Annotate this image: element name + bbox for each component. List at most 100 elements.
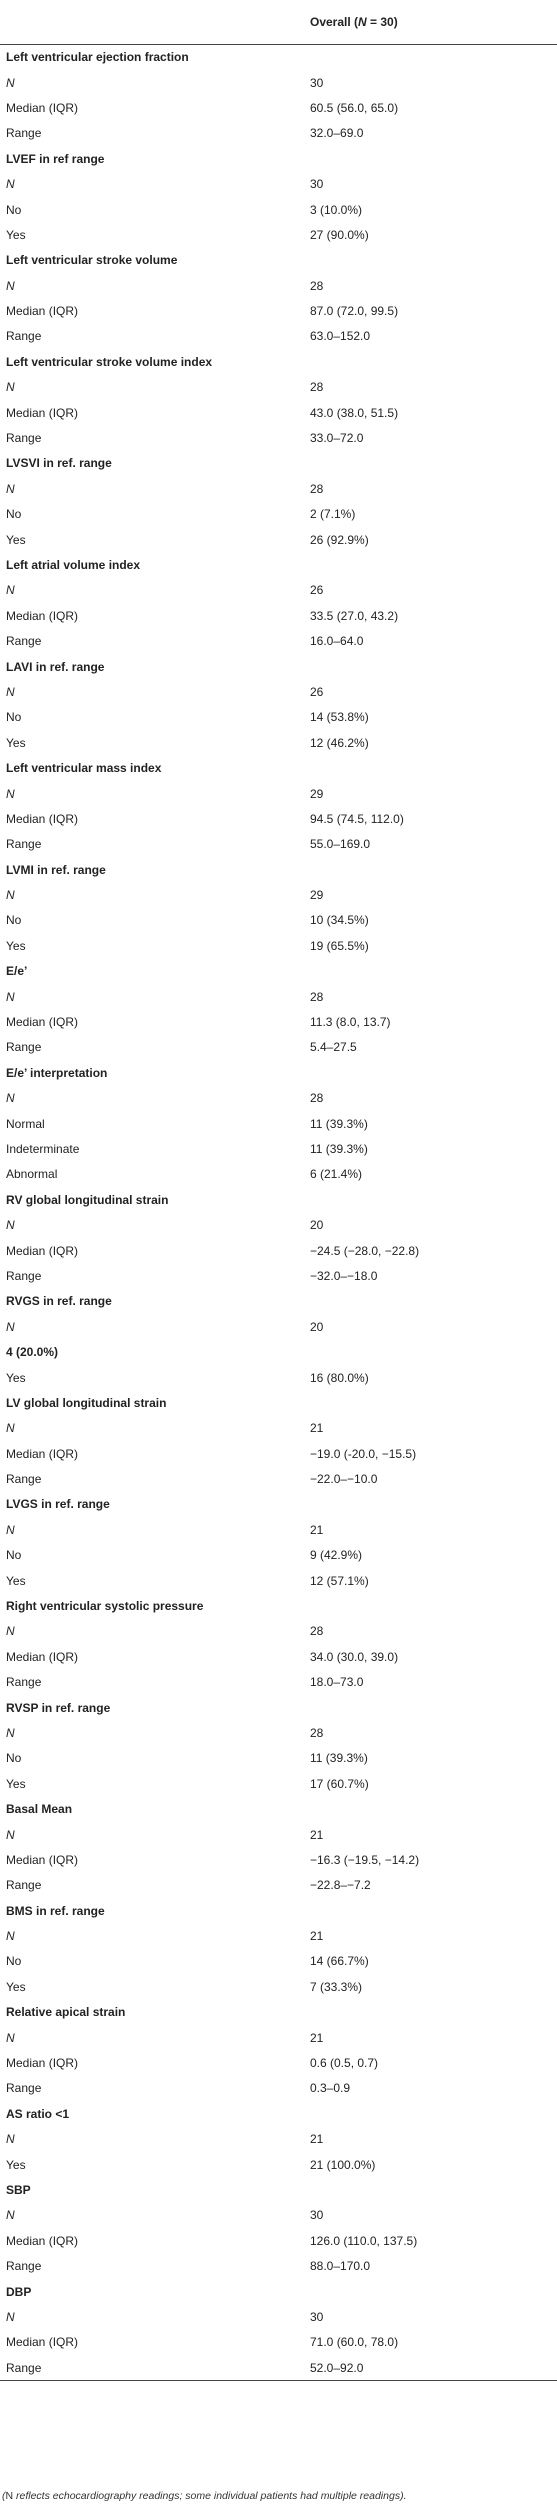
row-label: N: [6, 1319, 15, 1334]
row-value: 21 (100.0%): [310, 2157, 376, 2172]
row-value: 27 (90.0%): [310, 227, 369, 242]
row-label: Range: [6, 2081, 42, 2096]
row-label: No: [6, 507, 22, 522]
data-row: No 9 (42.9%): [0, 1543, 557, 1568]
row-label: Yes: [6, 1370, 26, 1385]
data-row: Range 0.3–0.9: [0, 2076, 557, 2101]
row-value: 17 (60.7%): [310, 1776, 369, 1791]
row-value: 30: [310, 75, 324, 90]
row-value: 19 (65.5%): [310, 938, 369, 953]
data-row: No 3 (10.0%): [0, 197, 557, 222]
data-row: Median (IQR) −16.3 (−19.5, −14.2): [0, 1847, 557, 1872]
data-row: N 28: [0, 1720, 557, 1745]
row-label: N: [6, 380, 15, 395]
data-row: Yes 7 (33.3%): [0, 1974, 557, 1999]
header-text: = 30): [366, 14, 398, 29]
section-row: Right ventricular systolic pressure: [0, 1593, 557, 1618]
data-row: N 26: [0, 679, 557, 704]
row-value: 28: [310, 278, 324, 293]
row-value: 11 (39.3%): [310, 1116, 368, 1131]
row-value: 30: [310, 177, 324, 192]
row-label: N: [6, 1827, 15, 1842]
row-value: 6 (21.4%): [310, 1167, 363, 1182]
data-row: Median (IQR) 60.5 (56.0, 65.0): [0, 95, 557, 120]
row-label: Median (IQR): [6, 100, 79, 115]
row-label: No: [6, 1548, 22, 1563]
data-row: Yes 19 (65.5%): [0, 933, 557, 958]
row-value: 52.0–92.0: [304, 2355, 557, 2382]
section-row: E/e’ interpretation: [0, 1060, 557, 1085]
row-label: Median (IQR): [6, 2056, 79, 2071]
row-label: N: [6, 786, 15, 801]
row-label: Median (IQR): [6, 304, 79, 319]
row-value: 12 (46.2%): [310, 735, 369, 750]
row-label: N: [6, 1522, 15, 1537]
row-value: 16 (80.0%): [310, 1370, 369, 1385]
row-value: 88.0–170.0: [310, 2259, 371, 2274]
section-label: Right ventricular systolic pressure: [6, 1599, 204, 1614]
row-label: Median (IQR): [6, 1015, 79, 1030]
data-row: Range 32.0–69.0: [0, 121, 557, 146]
data-row: Indeterminate 11 (39.3%): [0, 1136, 557, 1161]
row-value: 71.0 (60.0, 78.0): [310, 2335, 399, 2350]
data-row: N 21: [0, 1923, 557, 1948]
data-row: N 29: [0, 781, 557, 806]
row-value: 28: [310, 989, 324, 1004]
row-label: Range: [6, 1675, 42, 1690]
row-value: 11.3 (8.0, 13.7): [310, 1015, 391, 1030]
row-label: N: [6, 2309, 15, 2324]
data-row: No 14 (53.8%): [0, 705, 557, 730]
row-value: 28: [310, 1624, 324, 1639]
row-value: 20: [310, 1319, 324, 1334]
section-label: Left ventricular mass index: [6, 761, 162, 776]
data-row: Range 33.0–72.0: [0, 425, 557, 450]
section-row: LVSVI in ref. range: [0, 451, 557, 476]
data-row: Yes 26 (92.9%): [0, 527, 557, 552]
row-value: 5.4–27.5: [310, 1040, 357, 1055]
data-row: Yes 21 (100.0%): [0, 2152, 557, 2177]
data-row: Range −22.8–−7.2: [0, 1873, 557, 1898]
data-row: N 21: [0, 1517, 557, 1542]
section-row: BMS in ref. range: [0, 1898, 557, 1923]
row-label: Range: [6, 126, 42, 141]
section-row: RVSP in ref. range: [0, 1695, 557, 1720]
row-value: 26 (92.9%): [310, 532, 369, 547]
section-label: E/e’ interpretation: [6, 1065, 108, 1080]
data-row: N 21: [0, 1822, 557, 1847]
section-label: E/e’: [6, 964, 28, 979]
section-label: LVSVI in ref. range: [6, 456, 112, 471]
data-row: N 28: [0, 1619, 557, 1644]
row-value: 26: [310, 583, 324, 598]
row-value: 11 (39.3%): [310, 1751, 368, 1766]
data-row: Range −22.0–−10.0: [0, 1466, 557, 1491]
row-label: Yes: [6, 1979, 26, 1994]
row-label: Median (IQR): [6, 1852, 79, 1867]
row-label: N: [6, 1218, 15, 1233]
row-label: Yes: [6, 532, 26, 547]
row-label: Yes: [6, 227, 26, 242]
row-label: Abnormal: [6, 1167, 58, 1182]
section-label: RVGS in ref. range: [6, 1294, 112, 1309]
data-row: Yes 12 (46.2%): [0, 730, 557, 755]
data-row: N 20: [0, 1212, 557, 1237]
row-label: Range: [6, 1040, 42, 1055]
row-label: Median (IQR): [6, 1243, 79, 1258]
footnote-text: (: [2, 2490, 6, 2502]
row-label: Median (IQR): [6, 811, 79, 826]
section-row: LV global longitudinal strain: [0, 1390, 557, 1415]
data-row: Median (IQR) 33.5 (27.0, 43.2): [0, 603, 557, 628]
data-row: Median (IQR) −24.5 (−28.0, −22.8): [0, 1238, 557, 1263]
data-table: Overall (N = 30) Left ventricular ejecti…: [0, 0, 557, 2382]
row-value: 43.0 (38.0, 51.5): [310, 405, 399, 420]
row-value: 7 (33.3%): [310, 1979, 363, 1994]
data-row: N 28: [0, 1086, 557, 1111]
row-value: 0.3–0.9: [310, 2081, 351, 2096]
row-label: Median (IQR): [6, 2233, 79, 2248]
section-row: Left ventricular mass index: [0, 755, 557, 780]
row-label: No: [6, 202, 22, 217]
row-value: 29: [310, 786, 324, 801]
row-value: −24.5 (−28.0, −22.8): [310, 1243, 420, 1258]
row-label: Yes: [6, 1776, 26, 1791]
row-value: 28: [310, 380, 324, 395]
